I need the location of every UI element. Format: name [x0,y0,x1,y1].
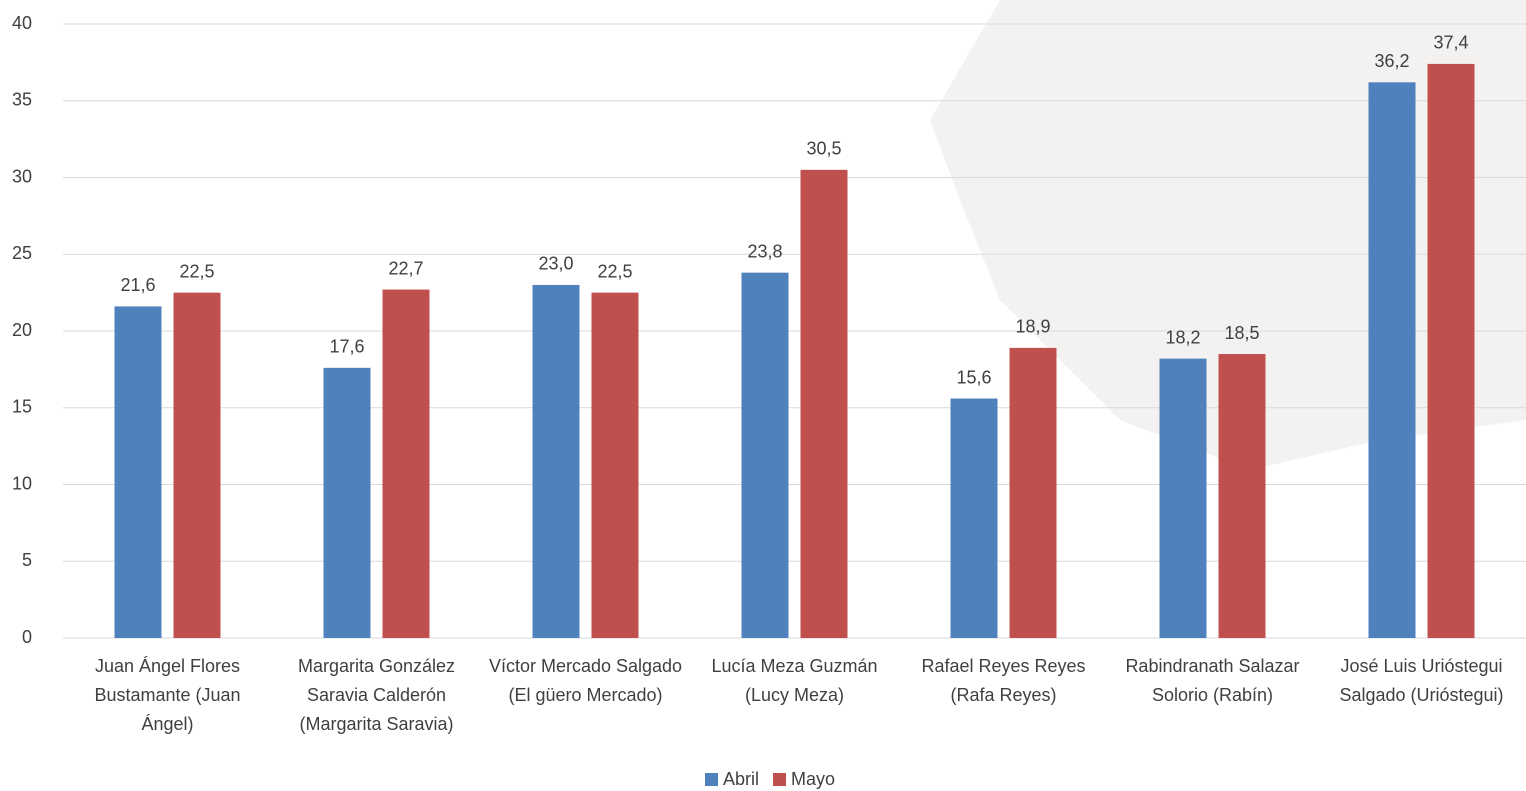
x-tick-label: José Luis Urióstegui Salgado (Urióstegui… [1339,656,1504,705]
bar [1368,82,1416,638]
legend-swatch [705,773,718,786]
data-label: 18,9 [1015,317,1050,337]
y-tick-label: 40 [12,13,32,33]
y-tick-label: 15 [12,397,32,417]
x-tick-label: Víctor Mercado Salgado (El güero Mercado… [488,656,683,705]
y-tick-label: 10 [12,473,32,493]
data-label: 17,6 [329,337,364,357]
bar [800,169,848,638]
data-label: 37,4 [1433,33,1468,53]
legend-label: Abril [723,769,759,789]
bar [114,306,162,638]
bar [382,289,430,638]
bar [591,292,639,638]
legend-label: Mayo [791,769,835,789]
bar [1427,63,1475,639]
y-tick-label: 5 [22,550,32,570]
bar [950,398,998,638]
bar [532,284,580,638]
legend-swatch [773,773,787,786]
y-tick-label: 30 [12,166,32,186]
y-tick-label: 20 [12,320,32,340]
x-tick-label: Lucía Meza Guzmán (Lucy Meza) [711,656,878,705]
bar [1218,354,1266,638]
x-tick-label: Rafael Reyes Reyes (Rafa Reyes) [921,656,1086,705]
data-label: 21,6 [120,275,155,295]
data-label: 22,7 [388,258,423,278]
data-label: 15,6 [956,367,991,387]
bar [323,367,371,638]
y-tick-label: 25 [12,243,32,263]
bar [1009,347,1057,638]
data-label: 23,8 [747,241,782,261]
x-tick-label: Rabindranath Salazar Solorio (Rabín) [1125,656,1300,705]
data-label: 36,2 [1374,51,1409,71]
x-tick-label: Margarita González Saravia Calderón (Mar… [297,656,456,734]
bar [1159,358,1207,638]
bar [173,292,221,638]
x-tick-label: Juan Ángel Flores Bustamante (Juan Ángel… [94,656,241,734]
bar [741,272,789,638]
data-label: 22,5 [597,261,632,281]
data-label: 22,5 [179,261,214,281]
data-label: 30,5 [806,139,841,159]
data-label: 18,2 [1165,327,1200,347]
data-label: 23,0 [538,254,573,274]
y-tick-label: 0 [22,627,32,647]
y-tick-label: 35 [12,90,32,110]
data-label: 18,5 [1224,323,1259,343]
